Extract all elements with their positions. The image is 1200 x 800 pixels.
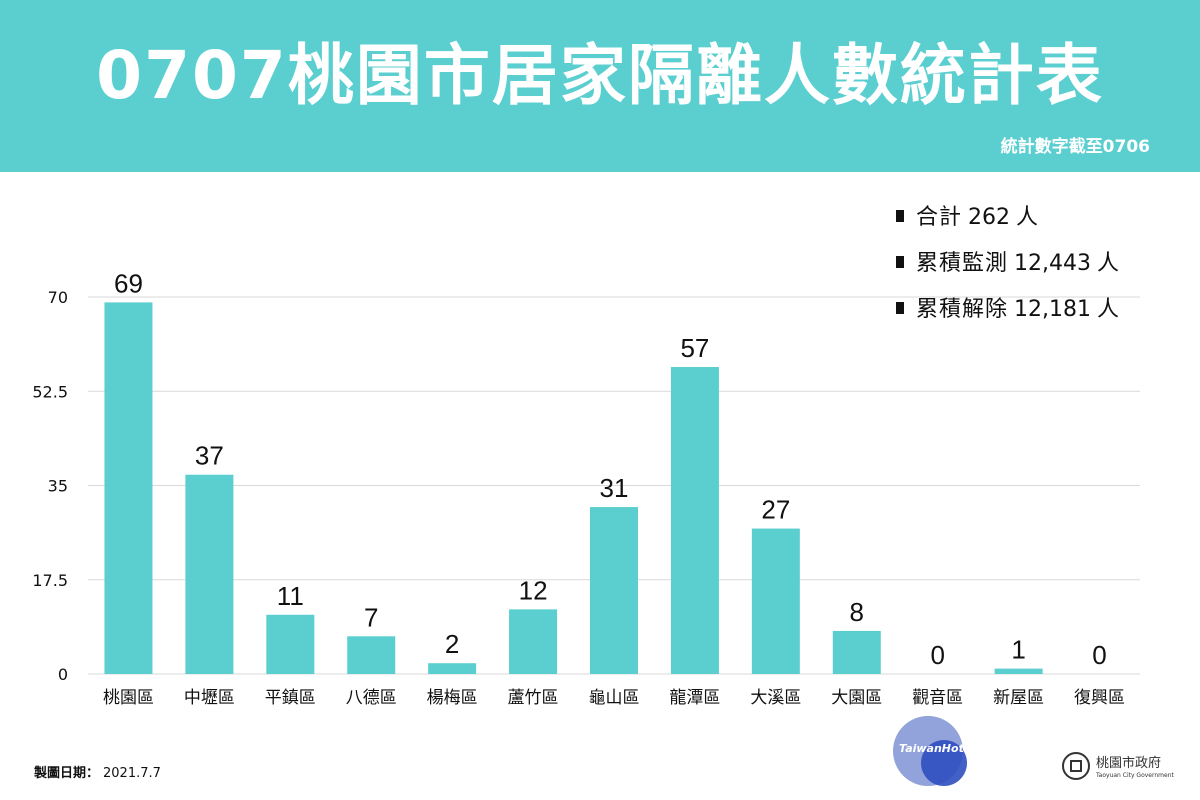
stat-unit: 人 (1016, 205, 1039, 230)
bullet-icon (896, 256, 904, 268)
stat-cumulative-monitoring: 累積監測 12,443 人 (896, 244, 1119, 290)
footer-date: 製圖日期： 2021.7.7 (34, 762, 161, 781)
bar-chart: 0 17.5 35 52.5 70 69 桃園區 37 中壢區 11 平鎮區 7 八德區 2 楊梅區 12 蘆竹… (32, 268, 1140, 708)
bar (590, 507, 638, 674)
seal-icon (1062, 752, 1090, 780)
bar (266, 614, 315, 674)
x-tick-label: 龜山區 (589, 688, 640, 708)
x-tick-label: 新屋區 (993, 688, 1044, 708)
x-tick-label: 楊梅區 (427, 688, 478, 708)
page-subtitle: 統計數字截至0706 (1000, 137, 1150, 157)
page-title: 0707桃園市居家隔離人數統計表 (96, 37, 1104, 114)
bar (428, 663, 477, 674)
y-tick-label: 52.5 (32, 382, 68, 401)
data-label: 12 (519, 575, 548, 605)
data-label: 11 (277, 581, 304, 611)
x-tick-label: 復興區 (1074, 688, 1125, 708)
data-label: 0 (1092, 640, 1106, 670)
stat-total: 合計 262 人 (896, 198, 1119, 244)
x-tick-label: 平鎮區 (265, 688, 316, 708)
x-tick-label: 大園區 (831, 688, 882, 708)
y-tick-label: 17.5 (32, 571, 68, 590)
stat-value: 12,181 (1014, 297, 1091, 322)
government-name: 桃園市政府 (1096, 756, 1162, 771)
y-tick-label: 0 (58, 665, 68, 684)
data-label: 7 (364, 602, 378, 632)
watermark-text: TaiwanHot (899, 742, 964, 755)
x-tick-label: 中壢區 (184, 688, 235, 708)
date-label: 製圖日期： (34, 766, 100, 781)
stat-cumulative-released: 累積解除 12,181 人 (896, 290, 1119, 336)
data-label: 31 (600, 473, 629, 503)
data-label: 1 (1011, 635, 1025, 665)
stat-unit: 人 (1097, 251, 1120, 276)
bar (509, 609, 558, 674)
y-tick-label: 35 (48, 477, 68, 496)
data-label: 27 (761, 495, 790, 525)
data-label: 2 (445, 629, 459, 659)
bar (104, 302, 153, 674)
stat-unit: 人 (1097, 297, 1120, 322)
header-banner: 0707桃園市居家隔離人數統計表 統計數字截至0706 (0, 0, 1200, 172)
stat-value: 12,443 (1014, 251, 1091, 276)
government-english-name: Taoyuan City Government (1096, 772, 1174, 779)
bar (751, 528, 800, 674)
bar (832, 630, 881, 674)
bar (347, 636, 396, 674)
x-tick-label: 蘆竹區 (508, 688, 559, 708)
stat-label: 累積解除 (916, 297, 1009, 322)
data-label: 8 (850, 597, 864, 627)
government-logo: 桃園市政府 Taoyuan City Government (1062, 750, 1182, 784)
bullet-icon (896, 302, 904, 314)
bar (185, 474, 234, 674)
watermark-logo: TaiwanHot (893, 712, 973, 792)
summary-stats: 合計 262 人 累積監測 12,443 人 累積解除 12,181 人 (896, 198, 1119, 336)
bar (994, 668, 1043, 674)
bar (670, 367, 719, 674)
x-tick-label: 大溪區 (750, 688, 801, 708)
data-label: 57 (680, 333, 709, 363)
x-tick-label: 觀音區 (912, 688, 963, 708)
stat-label: 合計 (916, 205, 963, 230)
date-value: 2021.7.7 (103, 766, 161, 781)
stat-value: 262 (968, 205, 1011, 230)
x-tick-label: 龍潭區 (669, 688, 720, 708)
y-tick-label: 70 (48, 288, 68, 307)
data-label: 69 (114, 268, 143, 298)
watermark-circle (921, 740, 967, 786)
stat-label: 累積監測 (916, 251, 1009, 276)
x-tick-label: 八德區 (346, 688, 397, 708)
x-tick-label: 桃園區 (103, 688, 154, 708)
data-label: 0 (930, 640, 944, 670)
bullet-icon (896, 210, 904, 222)
data-label: 37 (195, 441, 224, 471)
